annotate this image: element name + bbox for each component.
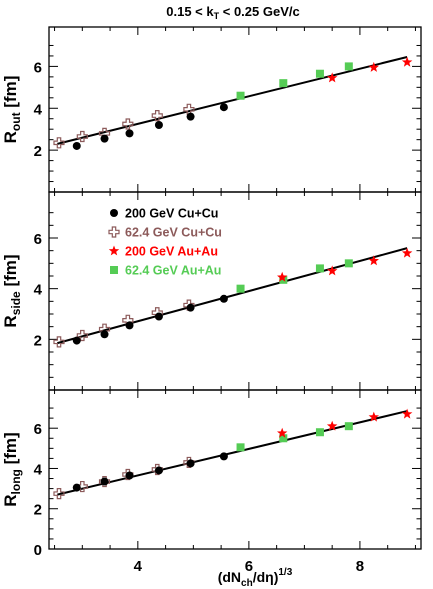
data-point-auau62 xyxy=(315,69,324,78)
data-point-auau62 xyxy=(344,422,353,431)
panels-group: 2 4 6 Rout [fm] 2 4 6 Rside [fm] 0 2 4 6 Rlong [fm] 4… xyxy=(1,26,422,575)
data-point-cucu62 xyxy=(151,109,163,122)
data-point-cucu62 xyxy=(76,329,88,342)
x-tick-label: 8 xyxy=(356,558,364,575)
data-point-cucu62 xyxy=(53,488,65,500)
data-point-auau200 xyxy=(401,247,413,258)
y-tick-label: 4 xyxy=(34,101,43,118)
data-point-auau62 xyxy=(315,264,324,273)
y-tick-label: 4 xyxy=(34,282,43,299)
data-point-cucu200 xyxy=(72,141,81,150)
panel-side: 2 4 6 Rside [fm] xyxy=(1,191,422,391)
data-point-cucu200 xyxy=(125,321,134,330)
data-point-auau62 xyxy=(236,443,245,452)
data-point-cucu62 xyxy=(122,118,134,130)
data-point-cucu200 xyxy=(100,477,109,486)
panel-long: 0 2 4 6 Rlong [fm] 4 6 8 xyxy=(1,389,422,575)
y-tick-label: 2 xyxy=(34,332,42,349)
data-point-cucu200 xyxy=(219,103,228,112)
data-point-auau200 xyxy=(277,427,288,438)
y-tick-label: 6 xyxy=(34,421,42,438)
legend-label-auau200: 200 GeV Au+Au xyxy=(125,245,218,259)
data-point-cucu200 xyxy=(125,471,134,480)
legend-label-cucu62: 62.4 GeV Cu+Cu xyxy=(125,226,222,240)
x-tick-label: 6 xyxy=(245,558,253,575)
y-tick-label: 6 xyxy=(34,59,42,76)
data-point-auau200 xyxy=(326,72,338,83)
legend-marker-auau200 xyxy=(108,245,120,256)
data-point-auau62 xyxy=(344,62,353,71)
data-point-cucu62 xyxy=(53,137,65,149)
data-point-auau62 xyxy=(236,91,245,100)
x-tick-label: 4 xyxy=(134,558,143,575)
data-point-auau62 xyxy=(279,79,288,88)
y-tick-label: 2 xyxy=(34,502,42,519)
data-point-cucu200 xyxy=(72,483,81,492)
data-point-auau62 xyxy=(315,428,324,437)
data-point-auau200 xyxy=(368,255,379,266)
data-point-cucu200 xyxy=(154,466,163,475)
y-tick-label: 0 xyxy=(34,542,42,559)
data-point-auau62 xyxy=(344,259,353,268)
x-axis-label: (dNch/dη)1/3 xyxy=(218,567,293,589)
data-point-cucu200 xyxy=(100,330,109,339)
data-point-auau200 xyxy=(326,265,338,276)
data-point-cucu62 xyxy=(76,130,88,143)
data-point-auau200 xyxy=(401,408,413,419)
panel-frame-side xyxy=(48,191,422,391)
data-point-cucu200 xyxy=(100,134,109,143)
y-tick-label: 6 xyxy=(34,231,42,248)
data-point-cucu200 xyxy=(154,121,163,130)
y-axis-label-long: Rlong [fm] xyxy=(1,432,23,506)
data-point-auau62 xyxy=(236,284,245,293)
legend-label-cucu200: 200 GeV Cu+Cu xyxy=(125,207,218,221)
x-axis: (dNch/dη)1/3 xyxy=(218,567,293,589)
data-point-cucu200 xyxy=(186,112,195,121)
y-axis-label-out: Rout [fm] xyxy=(1,76,23,144)
legend-label-auau62: 62.4 GeV Au+Au xyxy=(125,264,221,278)
data-point-auau200 xyxy=(277,271,288,282)
legend: 200 GeV Cu+Cu 62.4 GeV Cu+Cu 200 GeV Au+Au… xyxy=(108,207,222,278)
data-point-cucu200 xyxy=(186,303,195,312)
panel-frame-out xyxy=(48,26,422,193)
legend-marker-cucu200 xyxy=(110,209,118,217)
data-point-auau200 xyxy=(401,56,413,67)
panel-frame-long xyxy=(48,389,422,550)
data-point-cucu200 xyxy=(219,452,228,461)
data-point-cucu200 xyxy=(72,336,81,345)
data-point-auau200 xyxy=(368,411,379,422)
legend-marker-auau62 xyxy=(110,266,118,274)
y-axis-label-side: Rside [fm] xyxy=(1,254,23,327)
data-point-auau62 xyxy=(279,434,288,443)
fit-line-out xyxy=(57,56,408,145)
data-point-cucu200 xyxy=(186,459,195,468)
data-point-cucu200 xyxy=(154,312,163,321)
chart-title: 0.15 < kT < 0.25 GeV/c xyxy=(166,4,299,21)
data-point-cucu200 xyxy=(125,129,134,138)
y-tick-label: 2 xyxy=(34,143,42,160)
legend-marker-cucu62 xyxy=(108,226,120,238)
data-point-cucu62 xyxy=(53,336,65,348)
data-point-auau200 xyxy=(368,61,379,72)
y-tick-label: 4 xyxy=(34,461,43,478)
panel-out: 2 4 6 Rout [fm] xyxy=(1,26,422,193)
data-point-cucu200 xyxy=(219,294,228,303)
data-point-auau200 xyxy=(326,420,338,431)
